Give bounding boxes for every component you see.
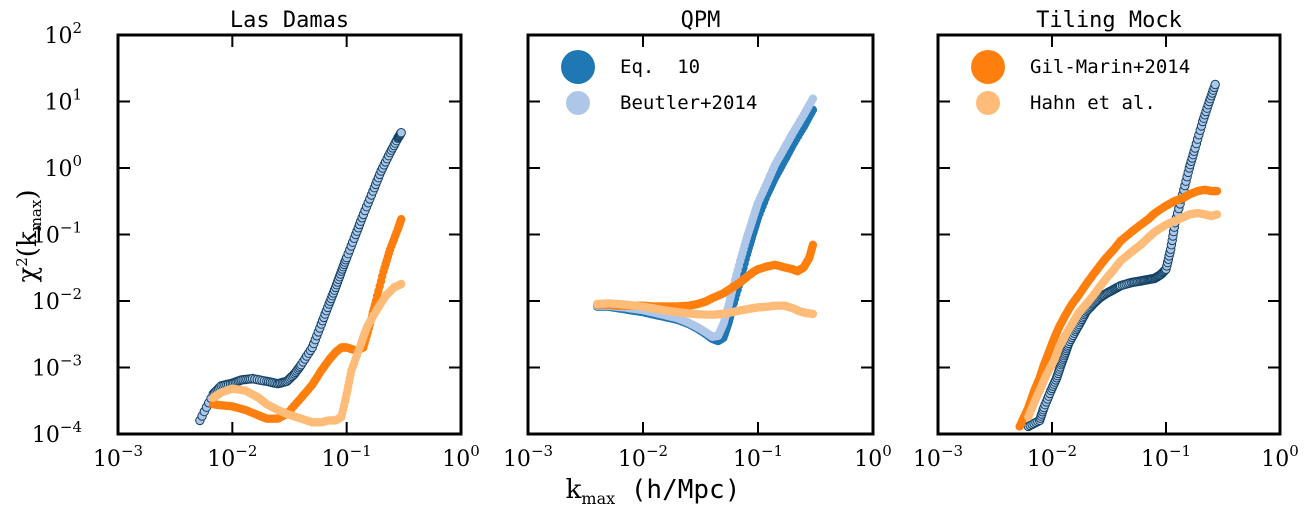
x-tick-label: 10−2: [1027, 442, 1077, 472]
y-tick-label: 10−1: [32, 219, 82, 249]
panel-frame: [526, 33, 875, 436]
data-point: [808, 94, 818, 103]
legend-label: Gil-Marin+2014: [1030, 56, 1190, 78]
legend-entry: Hahn et al.: [976, 91, 1156, 115]
panel-title: QPM: [681, 8, 721, 33]
y-axis-label: χ2(kmax): [13, 189, 45, 282]
legend-label: Beutler+2014: [620, 92, 757, 114]
x-tick-label: 10−3: [503, 442, 553, 472]
panel-data: [593, 94, 818, 346]
y-tick-label: 100: [44, 152, 82, 182]
x-tick-label: 10−1: [1141, 442, 1191, 472]
data-point: [397, 215, 406, 224]
panel-2: 10−3 10−2 10−1 100 QPM Eq. 10 Beutler+2014: [503, 8, 892, 472]
data-point: [808, 309, 818, 319]
legend-entry: Beutler+2014: [566, 91, 757, 115]
panel-frame: [116, 33, 463, 436]
y-tick-label: 10−3: [32, 352, 82, 382]
x-tick-label: 10−1: [733, 442, 783, 472]
panel-frame: [936, 33, 1282, 436]
panel-data: [195, 128, 406, 427]
series-hahn-et-al-: [593, 299, 818, 319]
series-eq-10: [1023, 79, 1220, 432]
y-label-sq: 2: [13, 257, 31, 267]
panel-data: [1015, 79, 1222, 432]
x-label-suffix: (h/Mpc): [615, 475, 740, 505]
y-tick-label: 10−4: [32, 418, 82, 448]
legend-marker: [566, 91, 590, 115]
data-point: [396, 128, 406, 138]
panel-3: 10−3 10−2 10−1 100 Tiling Mock Gil-Marin+2014…: [913, 8, 1299, 472]
x-tick-label: 10−1: [322, 442, 372, 472]
x-axis-label: kmax (h/Mpc): [566, 475, 741, 508]
y-label-close: ): [13, 189, 43, 199]
series-hahn-et-al-: [1024, 208, 1222, 422]
series-eq-10: [195, 128, 406, 426]
x-tick-label: 10−2: [207, 442, 257, 472]
panels-layer: 10−3 10−2 10−1 100 102 101 100 10−1 10−2 10−3 10−4…: [32, 8, 1299, 472]
data-point: [1212, 210, 1222, 219]
legend-label: Hahn et al.: [1030, 92, 1156, 114]
legend-marker: [976, 91, 1000, 115]
y-tick-label: 102: [44, 19, 82, 49]
x-label-main: k: [566, 475, 582, 505]
x-tick-label: 100: [442, 442, 480, 472]
series-gil-marin-2014: [593, 240, 818, 311]
x-tick-label: 10−3: [913, 442, 963, 472]
data-point: [397, 279, 406, 289]
x-tick-label: 10−3: [93, 442, 143, 472]
y-label-sub: max: [27, 199, 45, 231]
x-tick-label: 100: [1261, 442, 1299, 472]
panel-title: Las Damas: [230, 8, 349, 33]
panel-title: Tiling Mock: [1036, 8, 1182, 33]
x-tick-label: 10−2: [618, 442, 668, 472]
legend-label: Eq. 10: [620, 56, 700, 78]
x-label-sub: max: [581, 489, 615, 508]
data-point: [1210, 79, 1220, 90]
y-label-chi: χ: [13, 267, 43, 283]
data-point: [808, 240, 818, 249]
legend-entry: Eq. 10: [561, 50, 700, 84]
panel-1: 10−3 10−2 10−1 100 102 101 100 10−1 10−2 10−3 10−4…: [32, 8, 480, 472]
data-point: [1212, 186, 1222, 196]
y-tick-label: 10−2: [32, 285, 82, 315]
series-gil-marin-2014: [1015, 185, 1222, 431]
legend-marker: [971, 50, 1005, 84]
legend-entry: Gil-Marin+2014: [971, 50, 1190, 84]
x-tick-label: 100: [854, 442, 892, 472]
legend-marker: [561, 50, 595, 84]
y-label-open: (k: [13, 231, 43, 257]
y-tick-label: 101: [44, 86, 82, 116]
series-hahn-et-al-: [209, 279, 406, 427]
